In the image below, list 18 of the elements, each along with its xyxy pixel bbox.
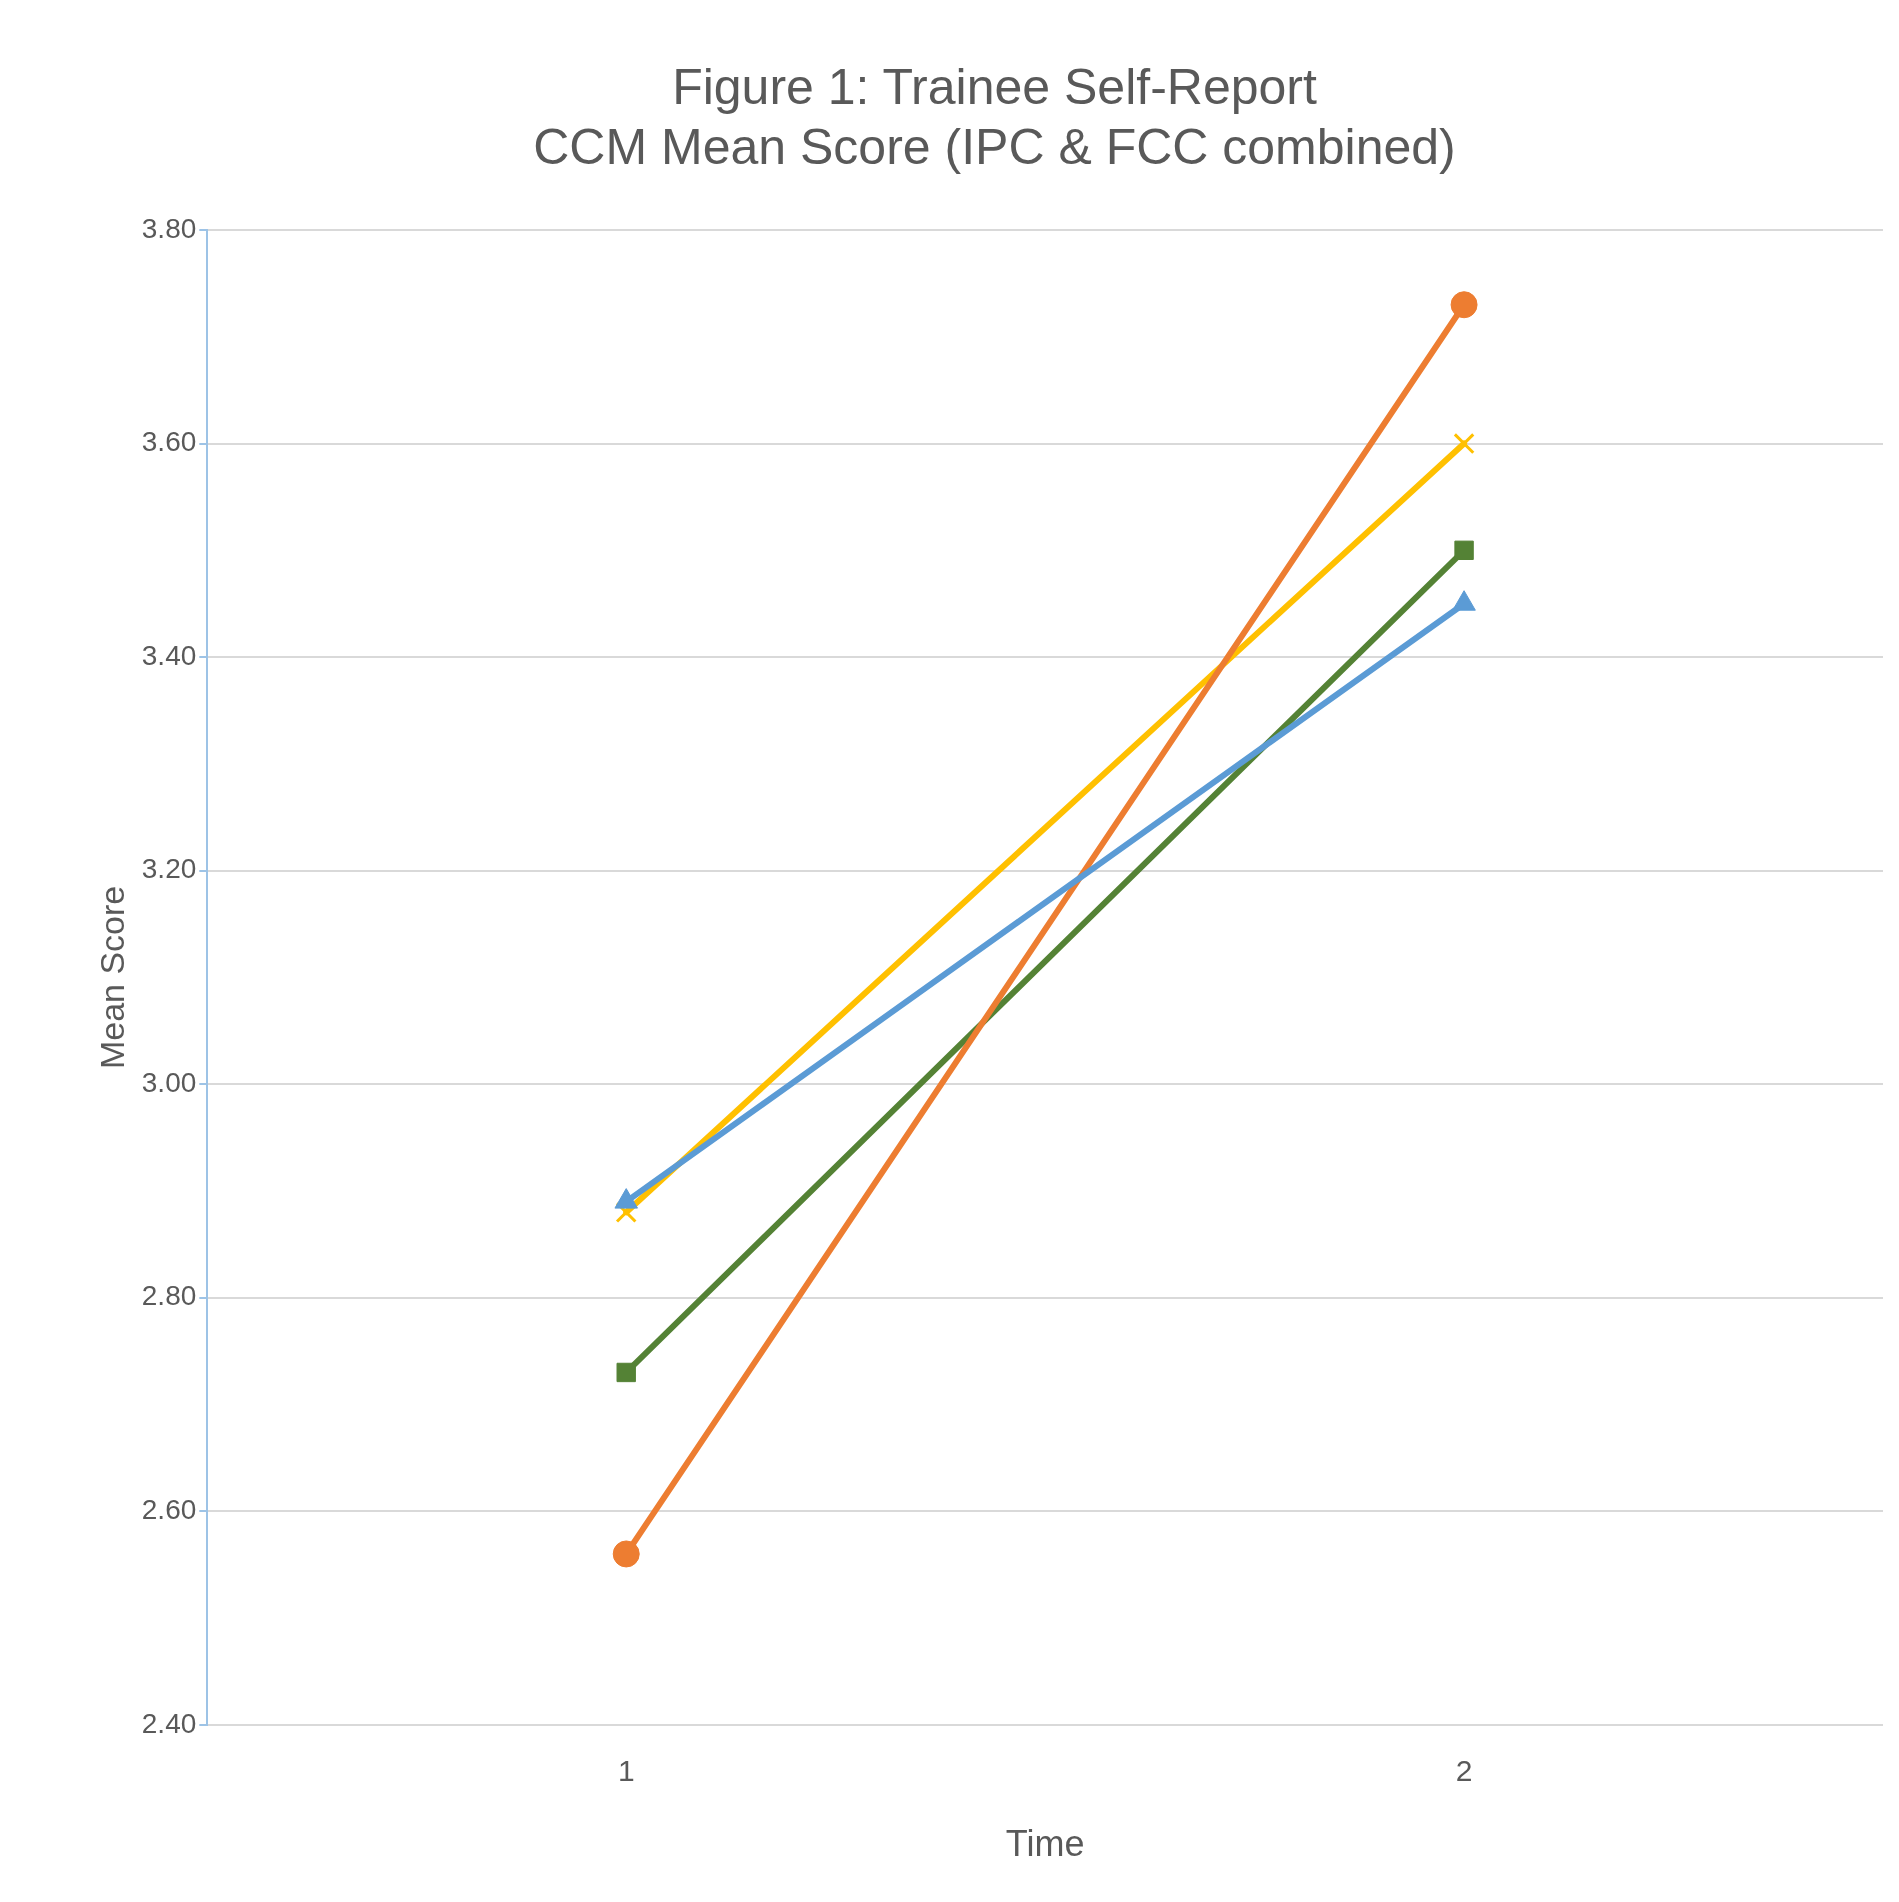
point	[616, 1362, 636, 1383]
y-tick-label: 3.80	[141, 212, 197, 244]
y-tick-label: 2.60	[141, 1493, 197, 1525]
y-tick-label: 3.40	[141, 639, 197, 671]
y-tick-label: 3.60	[141, 426, 197, 458]
y-tick-label: 3.00	[141, 1066, 197, 1098]
point	[612, 1540, 640, 1568]
point	[1450, 291, 1478, 319]
y-tick-label: 2.80	[141, 1280, 197, 1312]
point	[1454, 540, 1474, 561]
x-axis-title: Time	[1005, 1823, 1085, 1865]
y-axis-title: Mean Score	[92, 885, 131, 1070]
y-tick-label: 3.20	[141, 853, 197, 885]
chart-title: Figure 1: Trainee Self-Report CCM Mean Score (IPC & FCC combined)	[533, 58, 1456, 175]
x-tick-label: 1	[617, 1754, 635, 1788]
y-tick-label: 2.40	[141, 1707, 197, 1739]
point	[1453, 432, 1475, 455]
x-tick-label: 2	[1455, 1754, 1473, 1788]
